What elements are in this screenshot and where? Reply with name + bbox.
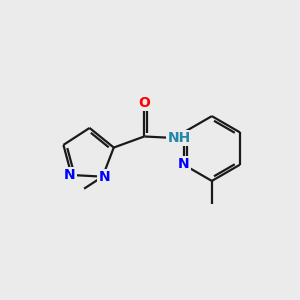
- Text: NH: NH: [167, 131, 190, 145]
- Text: N: N: [178, 157, 190, 171]
- Text: N: N: [64, 168, 76, 182]
- Text: O: O: [138, 96, 150, 110]
- Text: N: N: [98, 169, 110, 184]
